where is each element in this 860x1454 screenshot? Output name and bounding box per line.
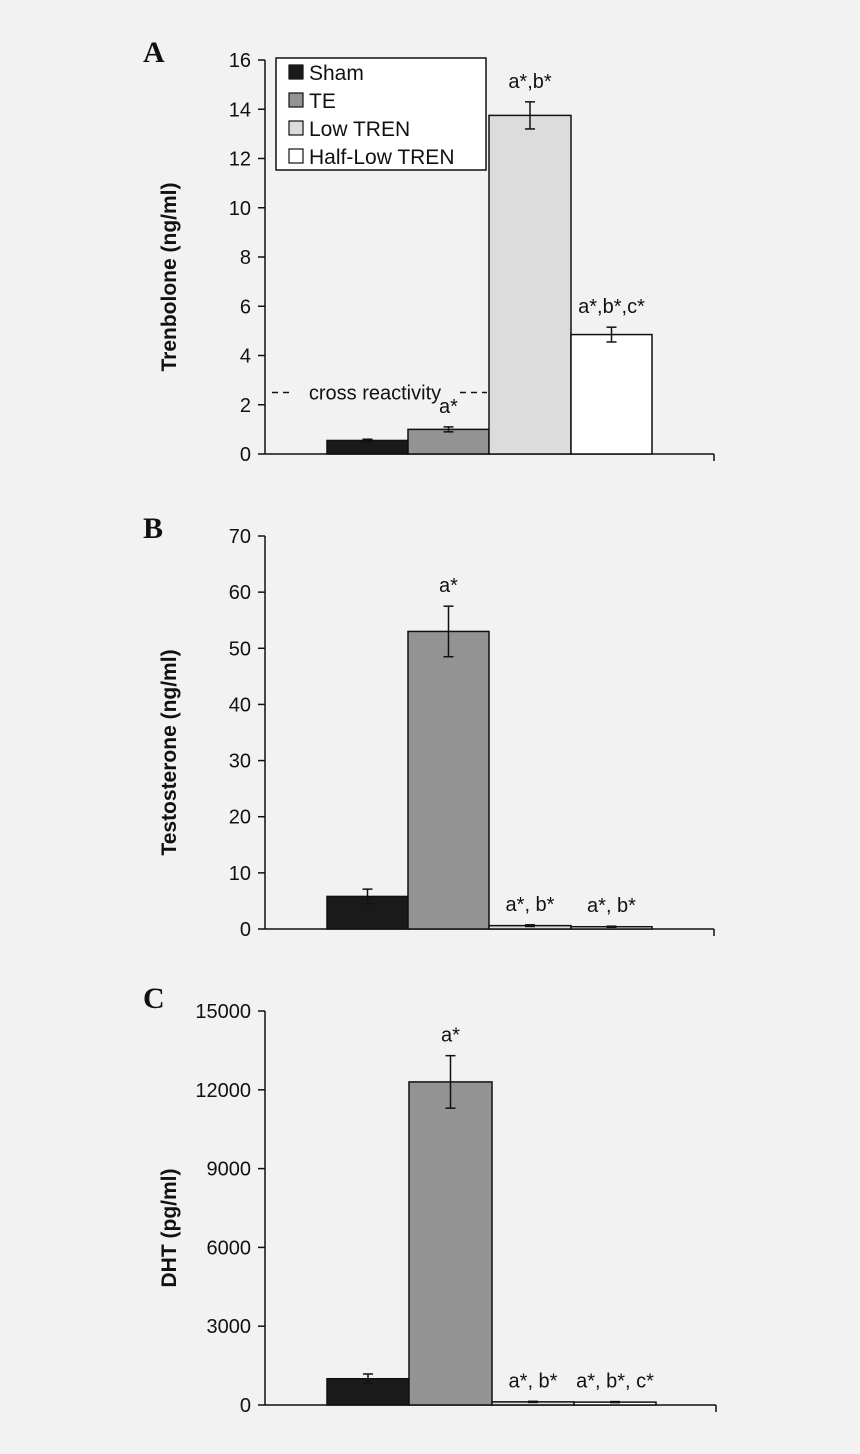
y-tick-label: 3000	[207, 1316, 252, 1338]
significance-label: a*, b*	[509, 1370, 558, 1392]
y-axis-label: Trenbolone (ng/ml)	[158, 183, 181, 372]
y-tick-label: 20	[229, 807, 251, 829]
error-bar	[443, 605, 454, 658]
significance-label: a*, b*, c*	[576, 1371, 654, 1393]
y-tick-label: 6	[240, 296, 251, 318]
chart-panel-c: C 0 3000 6000 9000 12000 15000 DHT (pg/ml) a* a*,…	[143, 982, 717, 1417]
significance-label: a*,b*,c*	[578, 296, 645, 318]
y-tick-label: 0	[240, 919, 251, 941]
significance-label: a*	[441, 1025, 460, 1047]
chart-panel-a: A 0 2 4 6 8 10 12 14 16 Trenbolone (ng/ml) a* a*,b* a…	[143, 36, 715, 466]
y-tick-label: 70	[229, 526, 251, 548]
error-bar	[362, 438, 373, 443]
y-tick-label: 30	[229, 751, 251, 773]
legend-label: Sham	[309, 62, 364, 85]
error-bar	[528, 1400, 538, 1404]
bar-sham	[326, 439, 409, 455]
y-axis-label: Testosterone (ng/ml)	[158, 649, 181, 855]
y-axis-label: DHT (pg/ml)	[158, 1169, 181, 1288]
bar-te	[408, 1081, 493, 1406]
error-bar	[610, 1400, 620, 1404]
y-tick-label: 0	[240, 1395, 251, 1417]
error-bar	[443, 426, 454, 433]
error-bar	[606, 326, 617, 343]
error-bar	[362, 888, 373, 905]
y-tick-label: 15000	[195, 1001, 251, 1023]
legend-label: Half-Low TREN	[309, 146, 454, 169]
cross-reactivity-line: cross reactivity	[272, 382, 487, 404]
y-tick-label: 14	[229, 99, 251, 121]
legend-swatch	[288, 64, 304, 80]
y-tick-label: 40	[229, 694, 251, 716]
significance-label: a*	[439, 575, 458, 597]
legend-swatch	[288, 120, 304, 136]
y-tick-label: 16	[229, 50, 251, 72]
bar-half-low-tren	[570, 333, 653, 455]
y-tick-label: 4	[240, 346, 251, 368]
panel-letter: A	[143, 36, 165, 69]
reference-label: cross reactivity	[309, 382, 441, 404]
y-tick-label: 8	[240, 247, 251, 269]
legend: Sham TE Low TREN Half-Low TREN	[275, 57, 487, 171]
bar-low-tren	[488, 114, 572, 455]
y-tick-label: 6000	[207, 1237, 252, 1259]
significance-label: a*	[439, 396, 458, 418]
y-tick-label: 2	[240, 395, 251, 417]
error-bar	[525, 924, 535, 928]
y-tick-label: 10	[229, 198, 251, 220]
bar-te	[407, 630, 490, 930]
y-tick-label: 60	[229, 582, 251, 604]
y-tick-label: 12	[229, 149, 251, 171]
significance-label: a*,b*	[508, 71, 552, 93]
panel-letter: B	[143, 512, 163, 545]
error-bar	[525, 101, 535, 130]
error-bar	[363, 1373, 373, 1385]
legend-swatch	[288, 92, 304, 108]
legend-swatch	[288, 148, 304, 164]
bar-te	[407, 428, 490, 455]
legend-label: Low TREN	[309, 118, 410, 141]
y-tick-label: 12000	[195, 1080, 251, 1102]
legend-box	[275, 57, 487, 171]
y-tick-label: 9000	[207, 1159, 252, 1181]
significance-label: a*, b*	[506, 894, 555, 916]
chart-panel-b: B 0 10 20 30 40 50 60 70 Testosterone (ng/ml) a* a*…	[143, 512, 715, 941]
error-bar	[445, 1054, 456, 1109]
panel-letter: C	[143, 982, 165, 1015]
y-tick-label: 0	[240, 444, 251, 466]
significance-label: a*, b*	[587, 895, 636, 917]
legend-label: TE	[309, 90, 336, 113]
y-tick-label: 50	[229, 638, 251, 660]
error-bar	[606, 925, 617, 929]
y-tick-label: 10	[229, 863, 251, 885]
